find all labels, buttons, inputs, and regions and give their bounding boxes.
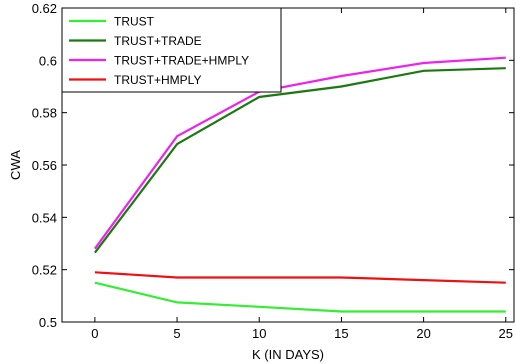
series-line-trust-hmply bbox=[94, 271, 506, 284]
legend-label: TRUST bbox=[114, 15, 155, 29]
x-tick-label: 15 bbox=[334, 326, 348, 341]
series-line-trust-trade bbox=[94, 67, 506, 254]
y-axis-label: CWA bbox=[8, 150, 23, 180]
y-tick-label: 0.52 bbox=[32, 263, 57, 278]
legend-label: TRUST+TRADE+HMPLY bbox=[114, 54, 249, 68]
legend-label: TRUST+HMPLY bbox=[114, 73, 201, 87]
x-tick-label: 25 bbox=[499, 326, 513, 341]
y-tick-label: 0.58 bbox=[32, 106, 57, 121]
y-tick-label: 0.5 bbox=[39, 315, 57, 330]
series-lines bbox=[94, 56, 506, 313]
axis-ticks: 0 5 10 15 20 25 0.5 0.52 0.54 0.56 0.58 0.6 0.62 bbox=[32, 1, 514, 341]
y-tick-label: 0.62 bbox=[32, 1, 57, 16]
y-tick-label: 0.6 bbox=[39, 53, 57, 68]
x-tick-label: 5 bbox=[173, 326, 180, 341]
x-tick-label: 10 bbox=[252, 326, 266, 341]
y-tick-label: 0.54 bbox=[32, 210, 57, 225]
x-tick-label: 0 bbox=[91, 326, 98, 341]
legend-label: TRUST+TRADE bbox=[114, 34, 202, 48]
series-line-trust bbox=[94, 281, 506, 313]
series-line-trust-trade-hmply bbox=[94, 56, 506, 250]
legend: TRUST TRUST+TRADE TRUST+TRADE+HMPLY TRUST+H… bbox=[61, 7, 282, 93]
y-tick-label: 0.56 bbox=[32, 158, 57, 173]
x-tick-label: 20 bbox=[416, 326, 430, 341]
x-axis-label: K (IN DAYS) bbox=[252, 347, 324, 362]
